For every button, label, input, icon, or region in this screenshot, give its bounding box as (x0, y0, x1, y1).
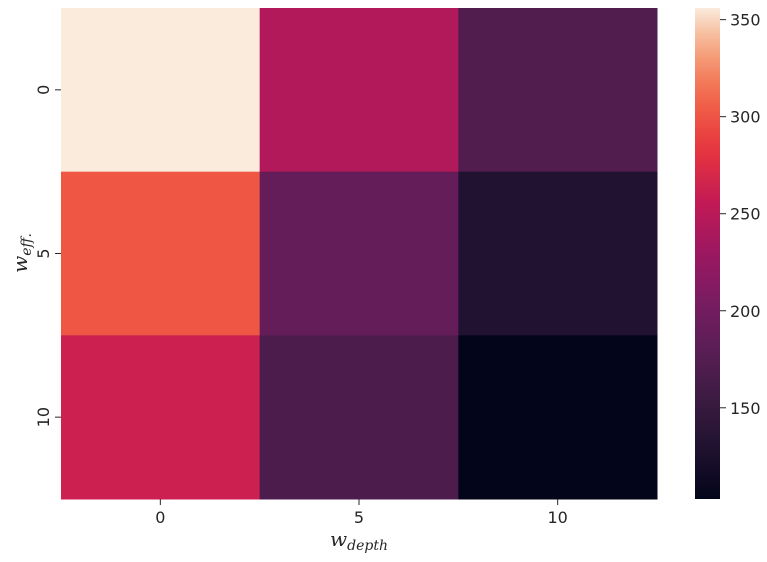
y-axis-ticks: 0 5 10 (34, 85, 61, 427)
x-tick-label: 10 (547, 508, 567, 527)
heatmap-cell-r2-c2 (458, 335, 658, 500)
y-tick-label: 10 (34, 407, 53, 427)
heatmap-cell-r1-c1 (259, 171, 459, 336)
colorbar-tick-label: 200 (730, 302, 761, 321)
heatmap-cell-r2-c1 (259, 335, 459, 500)
colorbar-tick-label: 150 (730, 399, 761, 418)
heatmap-cell-r0-c1 (259, 8, 459, 173)
x-axis-label: wdepth (330, 527, 388, 554)
heatmap-cell-r1-c2 (458, 171, 658, 336)
x-tick-label: 0 (155, 508, 165, 527)
colorbar (695, 8, 720, 499)
y-axis-label: weff. (8, 233, 35, 273)
y-tick-label: 0 (34, 85, 53, 95)
colorbar-tick-label: 350 (730, 11, 761, 30)
y-tick-label: 5 (34, 248, 53, 258)
heatmap-cell-r0-c0 (61, 8, 261, 173)
x-tick-label: 5 (354, 508, 364, 527)
heatmap-cell-r2-c0 (61, 335, 261, 500)
x-axis-ticks: 0 5 10 (155, 499, 568, 527)
heatmap-cell-r1-c0 (61, 171, 261, 336)
colorbar-tick-label: 300 (730, 108, 761, 127)
colorbar-tick-label: 250 (730, 205, 761, 224)
heatmap-cells (61, 8, 658, 500)
heatmap-cell-r0-c2 (458, 8, 658, 173)
colorbar-ticks: 150 200 250 300 350 (720, 11, 761, 418)
